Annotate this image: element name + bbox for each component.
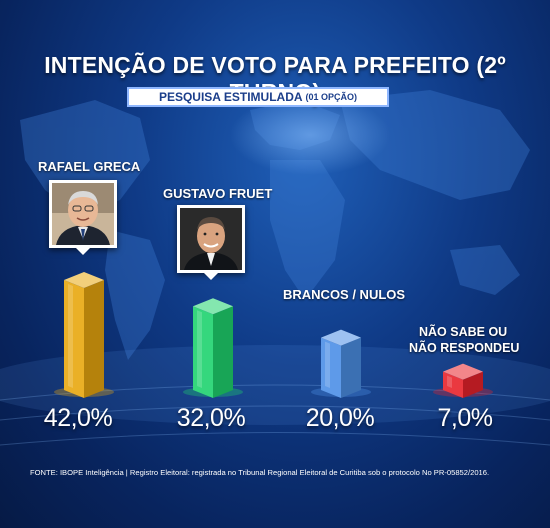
category-label-3-line2: NÃO RESPONDEU [409, 341, 520, 355]
value-label-0: 42,0% [43, 404, 113, 432]
category-label-2: BRANCOS / NULOS [283, 287, 406, 302]
source-footnote: FONTE: IBOPE Inteligência | Registro Ele… [30, 468, 490, 477]
value-label-3: 7,0% [437, 404, 493, 432]
bar-0 [54, 272, 114, 398]
bar-2 [311, 329, 371, 398]
value-label-1: 32,0% [176, 404, 246, 432]
candidate-photo-gustavo-fruet [177, 205, 245, 280]
value-label-2: 20,0% [305, 404, 375, 432]
chart-subtitle-note: (01 OPÇÃO) [305, 92, 358, 102]
category-label-0: RAFAEL GRECA [38, 159, 141, 174]
candidate-photo-rafael-greca [49, 180, 117, 255]
subtitle-box: PESQUISA ESTIMULADA (01 OPÇÃO) [127, 87, 389, 107]
category-label-3-line1: NÃO SABE OU [419, 325, 508, 339]
chart-subtitle: PESQUISA ESTIMULADA [158, 90, 303, 104]
bar-1 [183, 298, 243, 398]
bar-3 [433, 363, 493, 398]
category-label-1: GUSTAVO FRUET [163, 186, 273, 201]
